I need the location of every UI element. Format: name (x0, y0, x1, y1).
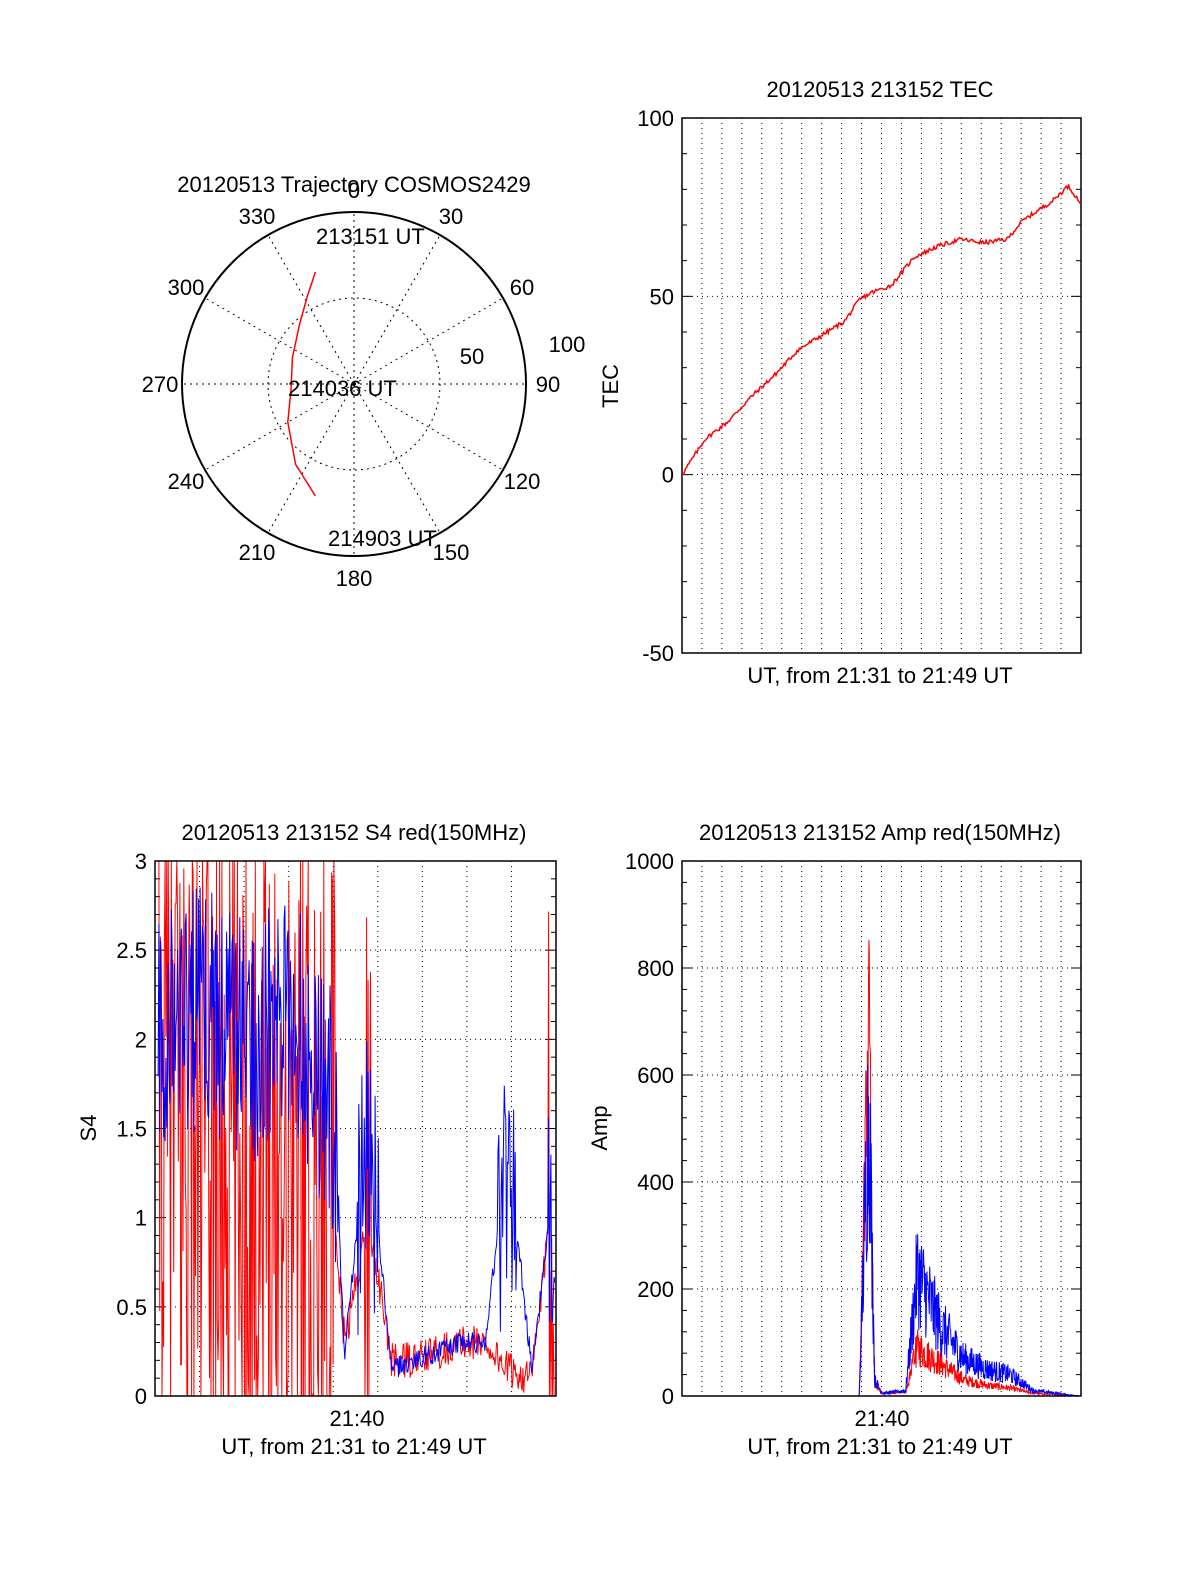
tec-y-tick-labels: 100 50 0 -50 (637, 106, 674, 666)
s4-y-tick-label: 3 (135, 849, 147, 874)
polar-mid-label: 214036 UT (288, 376, 397, 401)
amp-x-label: UT, from 21:31 to 21:49 UT (747, 1434, 1012, 1459)
tec-title: 20120513 213152 TEC (766, 77, 993, 102)
polar-radial-label-100: 100 (549, 332, 586, 357)
polar-outer-circle (181, 211, 527, 557)
polar-spoke-120 (353, 383, 504, 471)
polar-spoke-30 (353, 234, 441, 385)
tec-series-line (681, 184, 1081, 476)
polar-angle-label-210: 210 (239, 540, 276, 565)
amp-red-series (685, 939, 1080, 1397)
polar-track-line (287, 271, 317, 497)
s4-title: 20120513 213152 S4 red(150MHz) (182, 820, 527, 845)
polar-angle-label-150: 150 (433, 540, 470, 565)
s4-red-series (158, 860, 555, 1397)
tec-y-tick-label: -50 (642, 641, 674, 666)
polar-grid (181, 211, 527, 557)
amp-panel: 20120513 213152 Amp red(150MHz) 1000 800 6… (587, 820, 1082, 1459)
s4-panel: 20120513 213152 S4 red(150MHz) 3 2.5 2 1.5 1… (76, 820, 557, 1459)
polar-title: 20120513 Trajectory COSMOS2429 (177, 172, 530, 197)
polar-angle-label-270: 270 (142, 372, 179, 397)
s4-plot-frame (154, 860, 557, 1397)
s4-y-label: S4 (76, 1115, 101, 1142)
polar-angle-label-120: 120 (504, 469, 541, 494)
polar-start-label: 213151 UT (316, 224, 425, 249)
amp-y-tick-label: 0 (662, 1384, 674, 1409)
tec-grid (682, 118, 1081, 653)
tec-panel: 20120513 213152 TEC 100 50 0 -50 TEC UT, fr… (598, 77, 1082, 688)
s4-y-tick-label: 1 (135, 1206, 147, 1231)
amp-y-tick-label: 1000 (625, 849, 674, 874)
amp-y-tick-label: 600 (637, 1063, 674, 1088)
polar-spoke-240 (204, 383, 355, 471)
polar-angle-label-60: 60 (510, 275, 534, 300)
s4-y-tick-label: 0 (135, 1384, 147, 1409)
s4-blue-series (157, 887, 556, 1378)
tec-x-label: UT, from 21:31 to 21:49 UT (747, 663, 1012, 688)
amp-y-tick-label: 200 (637, 1277, 674, 1302)
s4-x-label: UT, from 21:31 to 21:49 UT (221, 1434, 486, 1459)
polar-end-label: 214903 UT (328, 526, 437, 551)
s4-x-tick-2140: 21:40 (329, 1406, 384, 1431)
polar-radial-label-50: 50 (460, 344, 484, 369)
polar-angle-label-330: 330 (239, 204, 276, 229)
tec-plot-frame (681, 117, 1082, 654)
polar-spoke-330 (267, 234, 355, 385)
polar-angle-label-300: 300 (168, 275, 205, 300)
polar-angle-label-0: 0 (348, 178, 360, 203)
polar-panel: 20120513 Trajectory COSMOS2429 0 30 60 90 12… (142, 172, 586, 591)
amp-title: 20120513 213152 Amp red(150MHz) (699, 820, 1061, 845)
amp-plot-frame (681, 860, 1082, 1397)
s4-y-tick-labels: 3 2.5 2 1.5 1 0.5 0 (116, 849, 147, 1409)
amp-blue-series (685, 1065, 1080, 1397)
amp-grid (682, 861, 1081, 1396)
polar-spoke-150 (353, 383, 441, 534)
tec-y-tick-label: 100 (637, 106, 674, 131)
tec-y-tick-label: 0 (662, 463, 674, 488)
s4-y-tick-label: 2 (135, 1027, 147, 1052)
amp-y-label: Amp (587, 1105, 612, 1150)
polar-angle-label-90: 90 (536, 372, 560, 397)
amp-y-tick-labels: 1000 800 600 400 200 0 (625, 849, 674, 1409)
amp-x-tick-2140: 21:40 (854, 1406, 909, 1431)
polar-spoke-60 (353, 297, 504, 385)
tec-y-label: TEC (598, 364, 623, 408)
polar-angle-label-240: 240 (168, 469, 205, 494)
amp-y-tick-label: 800 (637, 956, 674, 981)
s4-y-tick-label: 1.5 (116, 1117, 147, 1142)
tec-y-tick-label: 50 (650, 284, 674, 309)
polar-spoke-210 (267, 383, 355, 534)
polar-spoke-300 (204, 297, 355, 385)
polar-angle-label-180: 180 (336, 566, 373, 591)
s4-y-tick-label: 0.5 (116, 1295, 147, 1320)
polar-angle-label-30: 30 (439, 204, 463, 229)
s4-y-tick-label: 2.5 (116, 938, 147, 963)
polar-angle-labels: 0 30 60 90 120 150 180 210 240 270 300 330 (142, 178, 561, 591)
amp-y-tick-label: 400 (637, 1170, 674, 1195)
